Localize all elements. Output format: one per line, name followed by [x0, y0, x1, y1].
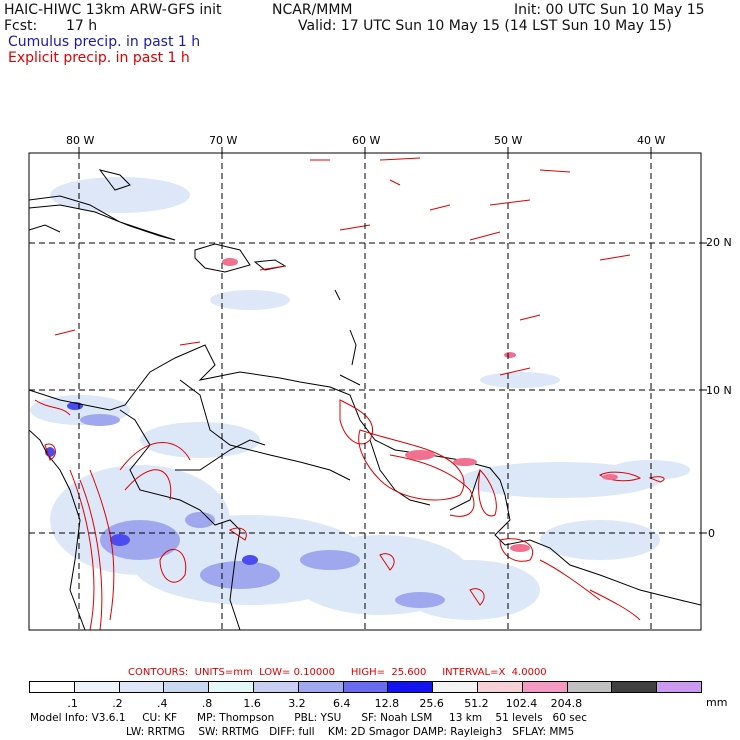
lon-label-70w: 70 W [209, 134, 238, 147]
color-scale-label: 12.8 [374, 697, 400, 710]
lat-label-0: 0 [708, 527, 715, 540]
valid-time: Valid: 17 UTC Sun 10 May 15 (14 LST Sun … [298, 18, 672, 34]
explicit-legend-label: Explicit precip. in past 1 h [8, 50, 190, 66]
fcst-value: 17 h [66, 18, 98, 34]
model-title: HAIC-HIWC 13km ARW-GFS init [4, 2, 222, 18]
color-scale-label: 204.8 [550, 697, 583, 710]
map-grid [29, 153, 701, 630]
axis-ticks [78, 147, 707, 534]
color-scale-swatch [73, 681, 120, 693]
color-scale-label: .8 [201, 697, 213, 710]
heavy-precip-cores [222, 258, 618, 552]
lon-label-40w: 40 W [637, 134, 666, 147]
lon-label-50w: 50 W [494, 134, 523, 147]
color-scale-label: 51.2 [464, 697, 489, 710]
color-scale-swatch [521, 681, 568, 693]
fcst-label: Fcst: [4, 18, 38, 34]
cumulus-precip-moderate [80, 414, 445, 608]
color-scale-swatch [253, 681, 299, 693]
color-scale-label: 25.6 [419, 697, 444, 710]
color-scale-label: 1.6 [243, 697, 261, 710]
color-scale-swatch [342, 681, 389, 693]
lon-label-80w: 80 W [66, 134, 95, 147]
color-scale-swatch [611, 681, 658, 693]
init-time: Init: 00 UTC Sun 10 May 15 [514, 2, 705, 18]
color-scale-swatch [29, 681, 75, 693]
lat-label-20n: 20 N [706, 236, 732, 249]
lon-label-60w: 60 W [352, 134, 381, 147]
color-scale-swatch [656, 681, 702, 693]
color-scale-label: .1 [67, 697, 78, 710]
cumulus-legend-label: Cumulus precip. in past 1 h [8, 34, 201, 50]
source-label: NCAR/MMM [272, 2, 353, 18]
physics-info-line: LW: RRTMG SW: RRTMG DIFF: full KM: 2D Sm… [126, 726, 575, 738]
color-scale-label: 102.4 [505, 697, 538, 710]
color-scale-label: 6.4 [333, 697, 351, 710]
color-scale-swatch [387, 681, 434, 693]
contours-info: CONTOURS: UNITS=mm LOW= 0.10000 HIGH= 25… [128, 667, 547, 678]
color-scale-swatch [477, 681, 523, 693]
explicit-precip-contours [34, 157, 665, 630]
color-scale-swatch [118, 681, 165, 693]
color-scale-swatch [163, 681, 210, 693]
color-scale-swatch [566, 681, 613, 693]
color-scale-label: .4 [157, 697, 168, 710]
lat-label-10n: 10 N [706, 384, 732, 397]
color-scale-label: .2 [112, 697, 123, 710]
units-label: mm [706, 696, 728, 709]
color-scale-swatch [432, 681, 478, 693]
color-scale-label: 3.2 [288, 697, 306, 710]
color-scale-swatch [208, 681, 254, 693]
color-scale-swatch [297, 681, 344, 693]
model-info-line: Model Info: V3.6.1 CU: KF MP: Thompson P… [30, 712, 587, 724]
